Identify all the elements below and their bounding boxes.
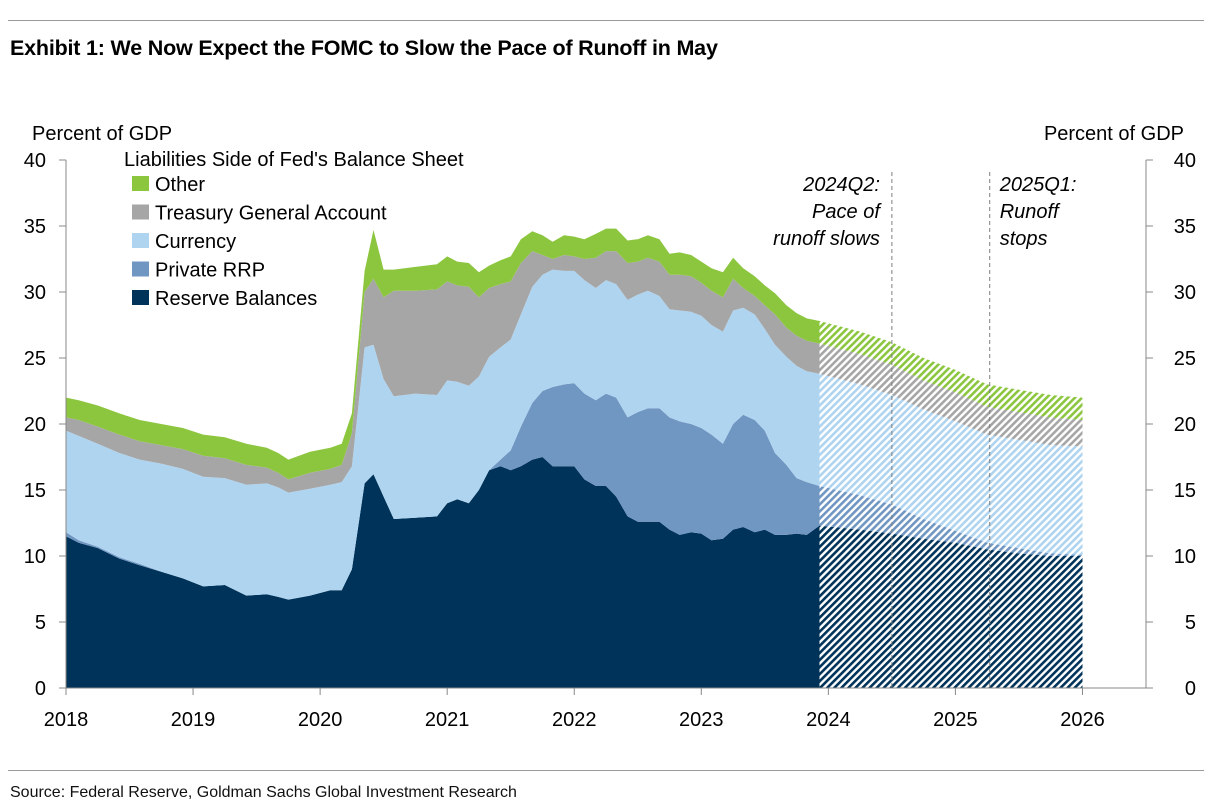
y-tick-label-left: 20 <box>24 414 46 436</box>
annotation-text-2-line-1: 2025Q1: <box>999 174 1077 196</box>
area-treasury-general-account-forecast <box>819 343 1083 447</box>
area-other-forecast <box>819 321 1083 420</box>
series-private-rrp <box>66 383 1083 600</box>
annotation-text-1-line-1: 2024Q2: <box>802 174 880 196</box>
annotation-text-2-line-3: stops <box>1000 228 1048 250</box>
area-reserve-balances-actual <box>66 457 820 688</box>
legend-label-currency: Currency <box>155 231 236 253</box>
area-currency-actual <box>66 269 820 600</box>
area-private-rrp-forecast <box>819 486 1083 556</box>
legend-swatch-treasury-general-account <box>132 204 149 220</box>
series-treasury-general-account <box>66 251 1083 493</box>
x-tick-label: 2024 <box>806 709 851 731</box>
legend-title: Liabilities Side of Fed's Balance Sheet <box>124 149 464 171</box>
legend-swatch-reserve-balances <box>132 290 149 305</box>
x-tick-label: 2018 <box>44 709 89 731</box>
y-tick-label-left: 5 <box>35 612 46 634</box>
x-tick-label: 2023 <box>679 709 724 731</box>
y-tick-label-left: 40 <box>24 150 46 172</box>
annotation-text-1-line-3: runoff slows <box>773 228 880 250</box>
y-tick-label-right: 20 <box>1174 414 1196 436</box>
area-other-actual <box>66 228 820 480</box>
y-axis-label-right: Percent of GDP <box>1044 123 1184 145</box>
bottom-rule <box>8 770 1204 771</box>
series-reserve-balances <box>66 457 1083 688</box>
y-tick-label-right: 30 <box>1174 282 1196 304</box>
x-tick-label: 2021 <box>425 709 470 731</box>
y-tick-label-left: 10 <box>24 546 46 568</box>
y-tick-label-left: 0 <box>35 678 46 700</box>
x-tick-label: 2019 <box>171 709 216 731</box>
y-tick-label-right: 35 <box>1174 216 1196 238</box>
legend-swatch-other <box>132 176 149 191</box>
y-tick-label-left: 35 <box>24 216 46 238</box>
series-other <box>66 228 1083 480</box>
legend: Liabilities Side of Fed's Balance Sheet … <box>124 149 464 310</box>
area-reserve-balances-forecast <box>819 525 1083 688</box>
legend-swatch-private-rrp <box>132 261 149 277</box>
area-treasury-general-account-actual <box>66 251 820 493</box>
legend-label-treasury-general-account: Treasury General Account <box>155 203 387 225</box>
series-currency <box>66 269 1083 600</box>
x-tick-label: 2025 <box>933 709 978 731</box>
x-tick-label: 2022 <box>552 709 597 731</box>
area-private-rrp-actual <box>66 383 820 600</box>
x-tick-label: 2020 <box>298 709 343 731</box>
legend-label-other: Other <box>155 174 205 196</box>
annotations: 2024Q2: Pace of runoff slows 2025Q1: Runoff s… <box>773 174 1076 250</box>
y-tick-label-right: 0 <box>1185 678 1196 700</box>
area-layer <box>66 228 1083 688</box>
y-tick-label-right: 10 <box>1174 546 1196 568</box>
y-axis-label-left: Percent of GDP <box>32 123 172 145</box>
exhibit-title: Exhibit 1: We Now Expect the FOMC to Slo… <box>10 36 718 60</box>
source-note: Source: Federal Reserve, Goldman Sachs G… <box>10 784 517 801</box>
annotation-text-2-line-2: Runoff <box>1000 201 1061 223</box>
area-currency-forecast <box>819 373 1083 555</box>
y-tick-label-left: 15 <box>24 480 46 502</box>
x-tick-label: 2026 <box>1060 709 1105 731</box>
annotation-lines <box>891 172 991 688</box>
top-rule <box>8 20 1204 21</box>
annotation-text-1-line-2: Pace of <box>812 201 882 223</box>
y-tick-label-left: 25 <box>24 348 46 370</box>
y-tick-label-right: 5 <box>1185 612 1196 634</box>
y-tick-label-left: 30 <box>24 282 46 304</box>
y-tick-label-right: 25 <box>1174 348 1196 370</box>
legend-label-private-rrp: Private RRP <box>155 260 265 282</box>
y-tick-label-right: 40 <box>1174 150 1196 172</box>
legend-swatch-currency <box>132 233 149 248</box>
legend-label-reserve-balances: Reserve Balances <box>155 288 317 310</box>
y-tick-label-right: 15 <box>1174 480 1196 502</box>
